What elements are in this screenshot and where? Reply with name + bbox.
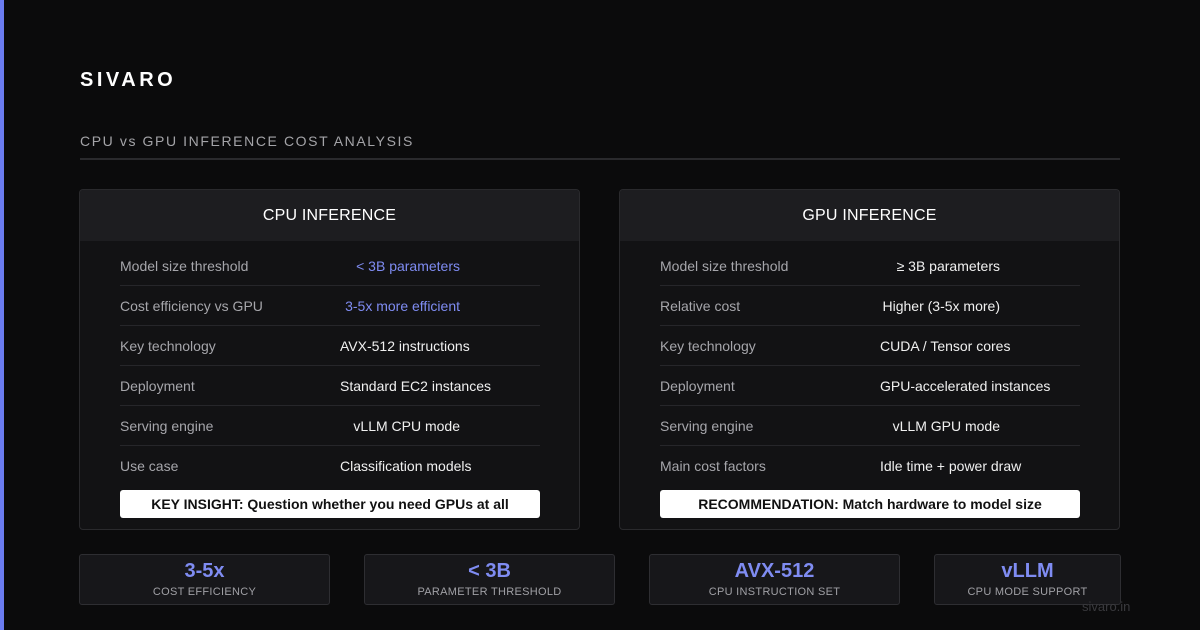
stat-value: AVX-512: [734, 560, 815, 582]
row-value: GPU-accelerated instances: [880, 377, 1051, 394]
gpu-row-relative-cost: Relative cost Higher (3-5x more): [660, 286, 1080, 326]
row-value: Standard EC2 instances: [340, 377, 491, 394]
row-label: Model size threshold: [660, 257, 789, 274]
cpu-row-use-case: Use case Classification models: [120, 446, 540, 486]
stat-caption: COST EFFICIENCY: [152, 586, 257, 598]
accent-bar: [0, 0, 4, 630]
row-value: vLLM CPU mode: [353, 417, 460, 434]
stat-value: vLLM: [1001, 560, 1054, 582]
brand-logo: SIVARO: [80, 69, 177, 91]
row-label: Serving engine: [660, 417, 754, 434]
cpu-row-cost-efficiency: Cost efficiency vs GPU 3-5x more efficie…: [120, 286, 540, 326]
row-value: CUDA / Tensor cores: [880, 337, 1011, 354]
row-value: Classification models: [340, 458, 472, 474]
cpu-inference-card: CPU INFERENCE Model size threshold < 3B …: [79, 189, 580, 530]
row-label: Use case: [120, 458, 179, 474]
row-label: Serving engine: [120, 417, 214, 434]
cpu-row-key-technology: Key technology AVX-512 instructions: [120, 326, 540, 366]
page-subtitle: CPU vs GPU INFERENCE COST ANALYSIS: [80, 133, 414, 149]
recommendation-banner: RECOMMENDATION: Match hardware to model …: [660, 490, 1080, 518]
cpu-row-model-size: Model size threshold < 3B parameters: [120, 246, 540, 286]
stat-card-cost-efficiency: 3-5x COST EFFICIENCY: [79, 554, 330, 605]
row-value: Higher (3-5x more): [882, 297, 1000, 314]
row-label: Relative cost: [660, 297, 741, 314]
row-label: Deployment: [660, 377, 735, 394]
stat-caption: PARAMETER THRESHOLD: [417, 586, 562, 598]
row-label: Model size threshold: [120, 257, 249, 274]
gpu-row-model-size: Model size threshold ≥ 3B parameters: [660, 246, 1080, 286]
row-value: < 3B parameters: [356, 257, 460, 274]
gpu-inference-card: GPU INFERENCE Model size threshold ≥ 3B …: [619, 189, 1120, 530]
stat-card-cpu-mode: vLLM CPU MODE SUPPORT: [934, 554, 1121, 605]
key-insight-banner: KEY INSIGHT: Question whether you need G…: [120, 490, 540, 518]
gpu-spec-list: Model size threshold ≥ 3B parameters Rel…: [660, 246, 1080, 486]
gpu-row-serving-engine: Serving engine vLLM GPU mode: [660, 406, 1080, 446]
site-watermark: sivaro.in: [1082, 599, 1131, 614]
stat-caption: CPU MODE SUPPORT: [967, 586, 1088, 598]
gpu-row-cost-factors: Main cost factors Idle time + power draw: [660, 446, 1080, 486]
stat-card-parameter-threshold: < 3B PARAMETER THRESHOLD: [364, 554, 615, 605]
stat-value: < 3B: [468, 560, 511, 582]
gpu-card-title: GPU INFERENCE: [620, 190, 1119, 241]
row-value: AVX-512 instructions: [340, 337, 470, 354]
row-label: Cost efficiency vs GPU: [120, 297, 263, 314]
gpu-row-deployment: Deployment GPU-accelerated instances: [660, 366, 1080, 406]
row-value: Idle time + power draw: [880, 458, 1022, 474]
stat-card-instruction-set: AVX-512 CPU INSTRUCTION SET: [649, 554, 900, 605]
row-label: Key technology: [660, 337, 756, 354]
stat-caption: CPU INSTRUCTION SET: [708, 586, 841, 598]
header-divider: [80, 158, 1120, 160]
row-label: Deployment: [120, 377, 195, 394]
row-label: Main cost factors: [660, 458, 766, 474]
cpu-row-deployment: Deployment Standard EC2 instances: [120, 366, 540, 406]
row-value: 3-5x more efficient: [345, 297, 460, 314]
row-value: ≥ 3B parameters: [896, 257, 1000, 274]
row-label: Key technology: [120, 337, 216, 354]
cpu-spec-list: Model size threshold < 3B parameters Cos…: [120, 246, 540, 486]
cpu-card-title: CPU INFERENCE: [80, 190, 579, 241]
cpu-row-serving-engine: Serving engine vLLM CPU mode: [120, 406, 540, 446]
stat-value: 3-5x: [184, 560, 225, 582]
gpu-row-key-technology: Key technology CUDA / Tensor cores: [660, 326, 1080, 366]
row-value: vLLM GPU mode: [892, 417, 1000, 434]
